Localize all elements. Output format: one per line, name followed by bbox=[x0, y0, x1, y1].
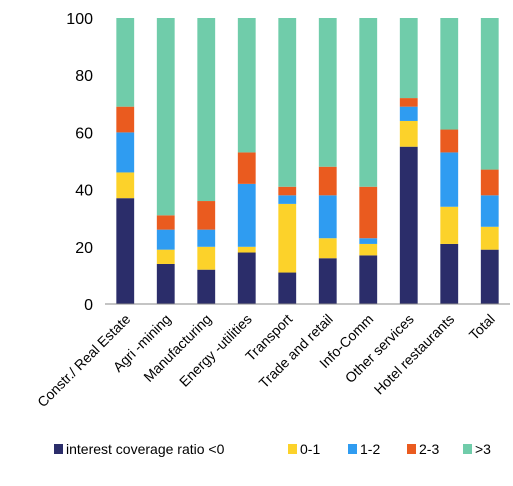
legend-label: interest coverage ratio <0 bbox=[66, 441, 225, 457]
bar-segment bbox=[278, 203, 297, 273]
bar-segment bbox=[359, 186, 378, 239]
bar-segment bbox=[278, 18, 297, 187]
legend-swatch bbox=[348, 444, 357, 454]
legend-swatch bbox=[463, 444, 472, 454]
bar-segment bbox=[318, 195, 337, 239]
bar-segment bbox=[116, 172, 135, 199]
bar-segment bbox=[480, 169, 499, 196]
bar-segment bbox=[197, 18, 216, 202]
y-axis-ticks: 0 20 40 60 80 100 bbox=[66, 11, 93, 314]
y-tick-label: 20 bbox=[75, 240, 93, 257]
bar-segment bbox=[156, 263, 175, 304]
bar-segment bbox=[237, 246, 256, 253]
bar-segment bbox=[156, 249, 175, 264]
bar-segment bbox=[237, 252, 256, 304]
bar-segment bbox=[278, 186, 297, 196]
y-tick-label: 100 bbox=[66, 11, 93, 28]
bar-segment bbox=[480, 249, 499, 304]
bar-segment bbox=[116, 198, 135, 304]
bar-segment bbox=[399, 98, 418, 107]
bar-segment bbox=[359, 18, 378, 187]
y-tick-label: 0 bbox=[84, 297, 93, 314]
legend-label: 2-3 bbox=[419, 441, 439, 457]
bar-segment bbox=[440, 18, 459, 130]
bar-segment bbox=[156, 229, 175, 250]
bar-segment bbox=[318, 166, 337, 196]
bar-segment bbox=[359, 238, 378, 244]
bar-segment bbox=[399, 18, 418, 99]
bar-segment bbox=[480, 195, 499, 227]
bar-segment bbox=[318, 258, 337, 304]
bar-segment bbox=[156, 215, 175, 230]
bar-segment bbox=[399, 146, 418, 304]
bar-segment bbox=[480, 18, 499, 170]
bar-segment bbox=[237, 18, 256, 153]
bar-segment bbox=[440, 152, 459, 207]
bar-segment bbox=[156, 18, 175, 216]
y-tick-label: 40 bbox=[75, 183, 93, 200]
bar-segment bbox=[318, 18, 337, 167]
legend-swatch bbox=[407, 444, 416, 454]
x-category-label: Energy -utilities bbox=[176, 311, 255, 390]
bar-segment bbox=[197, 246, 216, 270]
bar-segment bbox=[440, 129, 459, 153]
bar-segment bbox=[278, 272, 297, 304]
bar-segment bbox=[359, 255, 378, 304]
bar-segment bbox=[318, 238, 337, 259]
bar-segment bbox=[399, 106, 418, 121]
bar-segment bbox=[440, 206, 459, 244]
bar-segment bbox=[278, 195, 297, 204]
bar-segment bbox=[237, 183, 256, 247]
legend-swatch bbox=[288, 444, 297, 454]
bar-segment bbox=[116, 18, 135, 107]
bar-segment bbox=[399, 120, 418, 147]
bar-segment bbox=[116, 106, 135, 133]
bar-segment bbox=[197, 201, 216, 230]
legend-label: 0-1 bbox=[300, 441, 320, 457]
y-tick-label: 60 bbox=[75, 125, 93, 142]
x-category-label: Total bbox=[466, 311, 498, 343]
y-tick-label: 80 bbox=[75, 68, 93, 85]
bar-segment bbox=[440, 243, 459, 304]
bars bbox=[116, 18, 499, 304]
legend-swatch bbox=[54, 444, 63, 454]
bar-segment bbox=[480, 226, 499, 250]
bar-segment bbox=[197, 269, 216, 304]
bar-segment bbox=[197, 229, 216, 247]
legend-label: >3 bbox=[475, 441, 491, 457]
bar-segment bbox=[237, 152, 256, 184]
legend-label: 1-2 bbox=[360, 441, 380, 457]
bar-segment bbox=[359, 243, 378, 256]
bar-segment bbox=[116, 132, 135, 173]
legend: interest coverage ratio <0 0-1 1-2 2-3 >3 bbox=[54, 441, 491, 457]
